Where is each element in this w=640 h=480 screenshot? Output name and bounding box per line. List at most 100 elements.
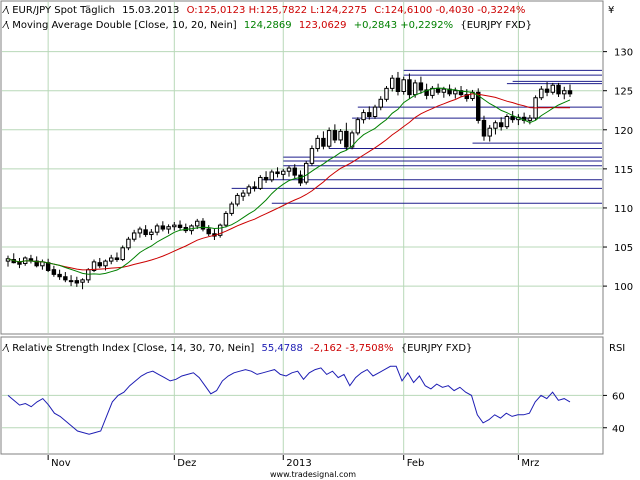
candle-body [361,112,366,121]
candle-body [246,186,252,194]
date-label: 15.03.2013 [122,5,179,16]
candle-body [550,84,556,93]
candle-body [498,122,504,128]
candle-body [476,91,481,121]
candle-body [109,257,114,262]
price-ticks: 100 105 110 115 120 125 130 [603,48,633,293]
candle-body [131,232,137,240]
candle-body [504,116,510,128]
candle-body [126,238,131,249]
date-axis [1,455,603,479]
price-tick-label: 130 [614,48,633,59]
ma-name-label: Moving Average Double [Close, 10, 20, Ne… [12,20,237,31]
ma-slow-label: 123,0629 [299,20,347,31]
candle-body [395,77,401,92]
candle-body [91,261,97,271]
candle-body [344,130,349,148]
candle-body [567,90,573,95]
ohlc-label: O:125,0123 H:125,7822 L:124,2275 [187,5,367,16]
candle-body [481,119,487,137]
candle-body [309,148,315,164]
candle-body [562,90,567,95]
candle-body [154,225,160,233]
rsi-change-label: -2,162 -3,7508% [310,343,394,354]
ma-fast-line [7,87,571,275]
candle-body [80,279,85,283]
ma-src-label: {EURJPY FXD} [460,20,532,31]
price-panel [0,0,604,335]
candle-body [510,116,515,121]
date-tick-label: 2013 [286,458,311,469]
candle-body [527,117,533,121]
candlestick-series [5,71,573,290]
date-ticks: Nov Dez 2013 Feb Mrz [47,455,539,469]
rsi-series [7,365,571,435]
candle-body [298,174,303,184]
candle-body [45,262,51,271]
header-ma-line: ⁄\ Moving Average Double [Close, 10, 20,… [2,20,532,31]
candle-body [315,137,320,150]
date-tick-label: Nov [51,458,71,469]
candle-body [441,88,447,93]
watermark: www.tradesignal.com [270,470,356,479]
candle-body [447,88,452,95]
candle-body [195,220,200,227]
candle-body [349,132,355,148]
candle-body [321,137,326,147]
candle-body [390,77,395,89]
candle-body [63,276,68,281]
rsi-axis [604,337,639,454]
price-tick-label: 120 [614,126,633,137]
candle-body [217,224,223,236]
candle-body [401,79,406,92]
candle-body [34,260,39,267]
candle-body [332,130,338,141]
candle-body [114,257,120,261]
candle-body [143,229,148,236]
rsi-src-label: {EURJPY FXD} [401,343,473,354]
candle-body [57,273,62,278]
candle-body [544,88,550,93]
price-tick-label: 100 [614,282,633,293]
symbol-label: EUR/JPY Spot Täglich [12,5,115,16]
rsi-ticks: 40 60 [603,391,625,435]
candle-body [412,82,418,96]
header-price-line: ⁄\ EUR/JPY Spot Täglich 15.03.2013 O:125… [2,5,525,16]
grid-lines [2,2,602,453]
candle-body [303,162,309,183]
candle-body [177,224,183,228]
candle-body [5,258,11,262]
price-tick-label: 110 [614,204,633,215]
candle-body [487,127,492,137]
candle-body [338,130,343,141]
candle-body [120,247,125,261]
candle-body [51,269,57,275]
price-axis [604,1,639,334]
ma-fast-label: 124,2869 [244,20,292,31]
candle-body [378,98,383,108]
candle-body [367,112,372,118]
candle-body [269,171,275,181]
candle-body [229,203,234,214]
rsi-panel-icon: ⁄\ [2,343,10,354]
candle-body [281,170,286,175]
candle-body [418,82,424,91]
candle-body [292,167,297,176]
candle-body [453,90,458,95]
candle-body [252,186,257,189]
candle-body [258,176,263,189]
currency-symbol: ¥ [608,5,614,16]
price-tick-label: 125 [614,87,633,98]
candle-body [97,262,102,267]
candle-body [407,79,412,96]
candle-body [493,122,498,129]
rsi-axis-title: RSI [609,343,625,354]
rsi-tick-label: 40 [612,424,625,435]
header-rsi-line: ⁄\ Relative Strength Index [Close, 14, 3… [2,343,472,354]
candle-body [435,87,441,93]
candle-body [240,192,246,197]
candle-body [275,171,280,175]
rsi-line [7,365,571,435]
candle-body [286,167,292,172]
candle-body [137,228,143,234]
